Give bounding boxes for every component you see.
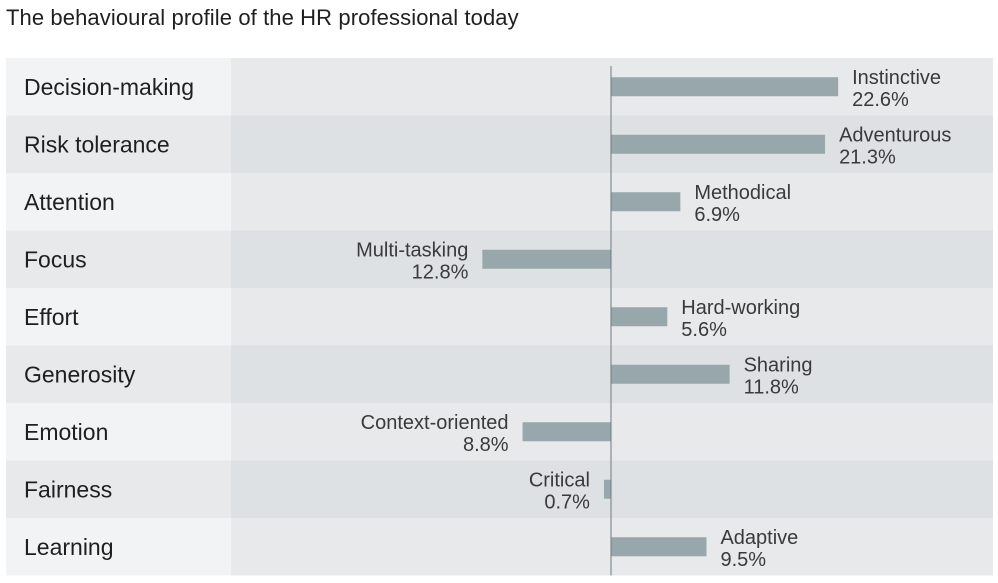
bar [611,364,730,384]
category-label: Learning [24,534,114,560]
bar [611,307,668,327]
bar-category-label: Hard-working [681,297,800,319]
row-label-bg [6,58,231,116]
row-label-bg [6,518,231,576]
row-label-bg [6,288,231,346]
row-label-bg [6,173,231,231]
row-label-bg [6,115,231,173]
bar [611,134,826,154]
row-label-bg [6,345,231,403]
bar-value-label: 5.6% [681,319,727,341]
category-label: Focus [24,246,87,272]
bar-value-label: 21.3% [839,146,896,168]
category-label: Attention [24,189,115,215]
bar [522,422,611,442]
row-label-bg [6,403,231,461]
bar-value-label: 6.9% [694,204,740,226]
bar [611,537,707,557]
row-label-bg [6,460,231,518]
row-plot-bg [231,460,993,518]
bar-category-label: Adaptive [720,527,798,549]
bar-value-label: 22.6% [852,89,909,111]
row-plot-bg [231,403,993,461]
bar-category-label: Sharing [744,354,813,376]
bar-value-label: 8.8% [463,434,509,456]
row-plot-bg [231,230,993,288]
bar-category-label: Methodical [694,182,791,204]
bar-category-label: Multi-tasking [356,239,468,261]
bar-value-label: 11.8% [744,376,799,398]
category-label: Effort [24,304,79,330]
bar [603,479,611,499]
bar-value-label: 12.8% [412,261,469,283]
category-label: Emotion [24,419,108,445]
category-label: Fairness [24,476,112,502]
bar-value-label: 9.5% [720,549,766,571]
bar [611,77,839,97]
bar-category-label: Context-oriented [361,412,509,434]
category-label: Decision-making [24,74,194,100]
category-label: Generosity [24,361,136,387]
bars [482,77,839,557]
bar-value-label: 0.7% [544,491,590,513]
chart-title: The behavioural profile of the HR profes… [6,5,519,30]
bar [611,192,681,212]
bar [482,249,611,269]
bar-category-label: Adventurous [839,124,951,146]
category-label: Risk tolerance [24,131,170,157]
bar-category-label: Critical [529,469,590,491]
row-label-bg [6,230,231,288]
bar-category-label: Instinctive [852,67,941,89]
